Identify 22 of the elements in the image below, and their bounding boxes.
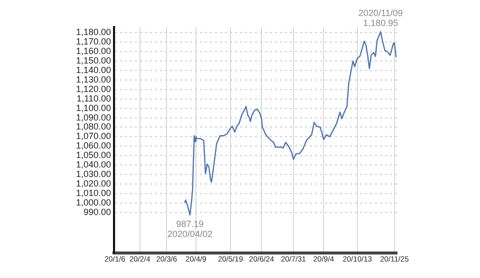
- y-tick-label: 1,140.00: [76, 64, 111, 75]
- y-tick-label: 1,040.00: [76, 160, 111, 170]
- y-tick-label: 1,070.00: [76, 131, 111, 142]
- annotation: 2020/11/09 1,180.95: [358, 8, 403, 28]
- y-tick-label: 1,000.00: [76, 197, 111, 208]
- y-tick-label: 1,050.00: [76, 150, 111, 160]
- y-tick-label: 1,020.00: [76, 178, 111, 188]
- y-tick-label: 1,100.00: [76, 102, 111, 113]
- y-tick-label: 1,010.00: [76, 188, 111, 198]
- y-tick-label: 1,180.00: [76, 27, 111, 38]
- y-tick-label: 1,170.00: [76, 36, 111, 47]
- y-tick-label: 1,130.00: [76, 74, 111, 84]
- y-tick-label: 1,110.00: [76, 93, 111, 104]
- y-tick-label: 1,160.00: [76, 46, 111, 56]
- y-tick-label: 1,120.00: [76, 84, 111, 94]
- y-tick-label: 1,030.00: [76, 169, 111, 179]
- y-tick-label: 1,090.00: [76, 112, 111, 122]
- y-tick-label: 1,060.00: [76, 140, 111, 151]
- annotation: 987.19 2020/04/02: [167, 218, 212, 239]
- y-tick-label: 1,080.00: [76, 122, 111, 132]
- y-tick-label: 1,150.00: [76, 56, 111, 66]
- y-tick-label: 990.00: [83, 206, 111, 217]
